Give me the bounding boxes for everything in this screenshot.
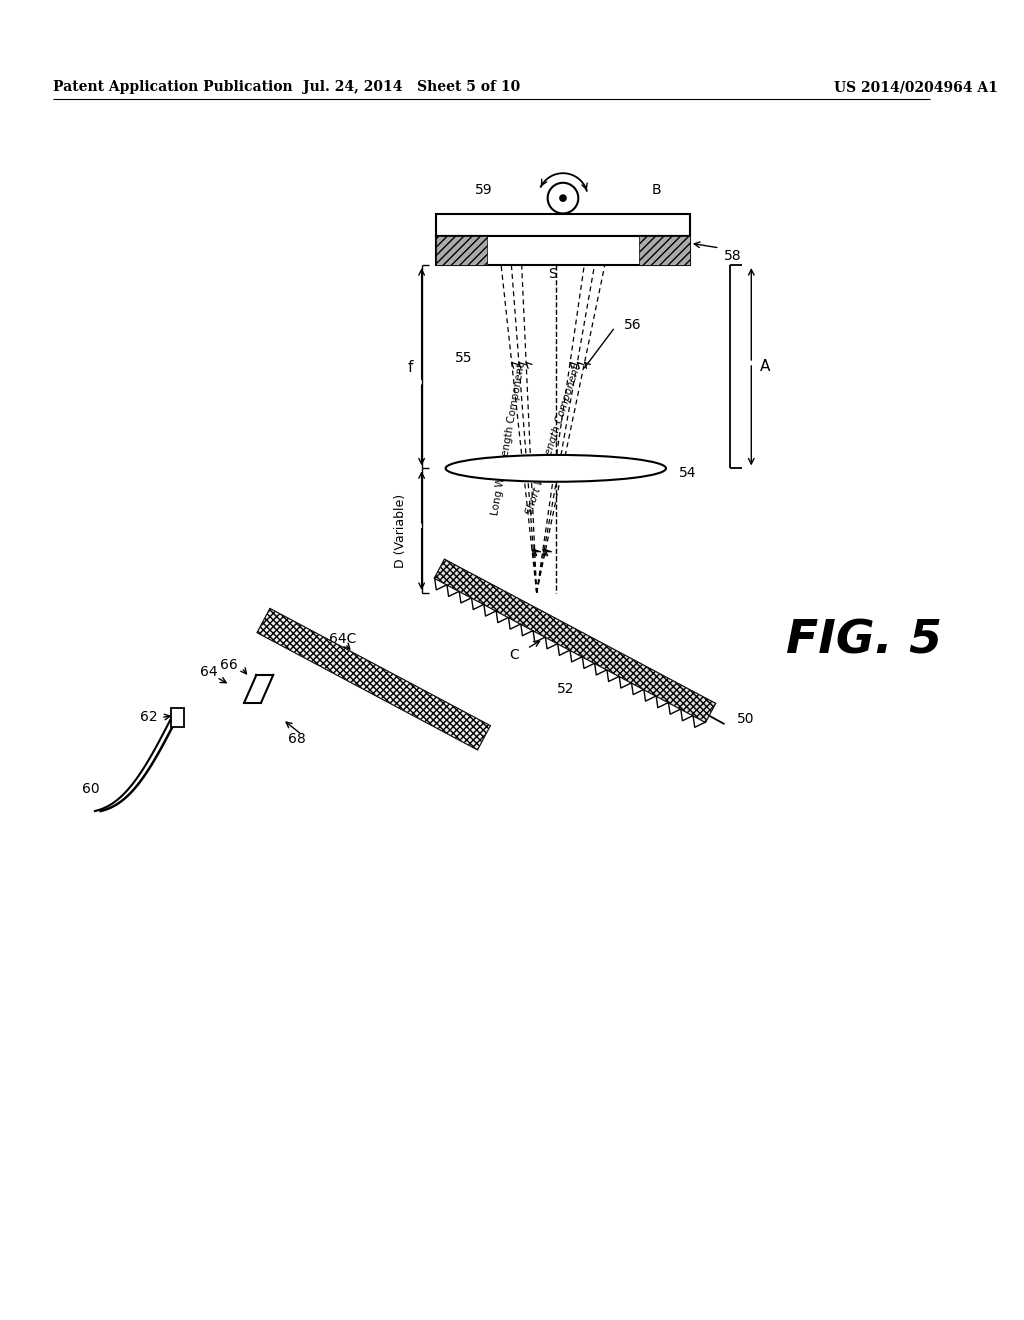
Text: 59: 59	[475, 183, 493, 198]
Text: Long Wavelength Component: Long Wavelength Component	[490, 363, 527, 516]
Bar	[257, 609, 490, 750]
Text: US 2014/0204964 A1: US 2014/0204964 A1	[834, 81, 997, 94]
Text: 56: 56	[624, 318, 641, 331]
Ellipse shape	[445, 455, 666, 482]
Text: 54: 54	[679, 466, 696, 480]
Text: C: C	[509, 648, 518, 663]
Text: FIG. 5: FIG. 5	[785, 618, 942, 664]
Bar	[436, 214, 690, 236]
Bar	[434, 560, 716, 722]
Text: 62: 62	[140, 710, 158, 725]
Text: 64: 64	[200, 665, 218, 680]
Bar	[436, 236, 486, 265]
Circle shape	[548, 182, 579, 214]
Text: Short Wavelength Component: Short Wavelength Component	[525, 364, 583, 516]
Bar	[434, 560, 716, 722]
Text: 66: 66	[220, 657, 238, 672]
Text: S: S	[549, 267, 557, 281]
Text: D (Variable): D (Variable)	[394, 494, 408, 568]
Text: Patent Application Publication: Patent Application Publication	[52, 81, 292, 94]
Bar	[171, 708, 184, 727]
Circle shape	[559, 194, 567, 202]
Text: A: A	[760, 359, 770, 375]
Text: 60: 60	[82, 783, 100, 796]
Bar	[257, 609, 490, 750]
Text: 50: 50	[737, 713, 755, 726]
Text: f: f	[408, 360, 413, 375]
Text: 68: 68	[288, 731, 306, 746]
Bar	[639, 236, 690, 265]
Text: 55: 55	[455, 351, 472, 366]
Text: B: B	[651, 183, 662, 198]
Text: 58: 58	[724, 248, 741, 263]
Text: 64C: 64C	[330, 632, 356, 645]
Bar	[436, 236, 690, 265]
Text: Jul. 24, 2014   Sheet 5 of 10: Jul. 24, 2014 Sheet 5 of 10	[303, 81, 520, 94]
Text: 52: 52	[557, 681, 574, 696]
